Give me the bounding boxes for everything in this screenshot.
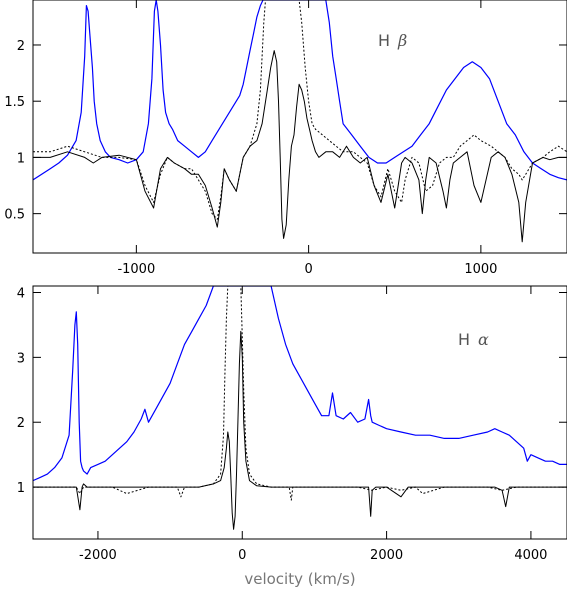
series-line-blue bbox=[33, 0, 567, 181]
y-tick-label: 0.5 bbox=[4, 208, 25, 223]
y-tick-label: 4 bbox=[17, 286, 25, 301]
series-line-black bbox=[33, 50, 567, 243]
series-line-blue bbox=[33, 286, 567, 482]
series-line-black bbox=[33, 330, 567, 530]
y-tick-label: 1.5 bbox=[4, 95, 25, 110]
plot-frame bbox=[32, 0, 567, 254]
x-tick-label: 2000 bbox=[370, 548, 403, 563]
x-tick-label: 1000 bbox=[464, 262, 497, 277]
y-tick-label: 2 bbox=[17, 416, 25, 431]
x-tick-label: 4000 bbox=[514, 548, 547, 563]
y-tick-label: 2 bbox=[17, 39, 25, 54]
h-alpha-panel: -2000 0 2000 4000 1 2 3 4 H α bbox=[17, 285, 567, 563]
series-line-dotted bbox=[33, 0, 567, 220]
y-tick-label: 3 bbox=[17, 351, 25, 366]
x-tick-label: -2000 bbox=[79, 548, 117, 563]
x-tick-label: -1000 bbox=[117, 262, 155, 277]
y-tick-label: 1 bbox=[17, 151, 25, 166]
plot-frame bbox=[32, 285, 567, 540]
series-line-dotted bbox=[33, 286, 567, 501]
y-tick-label: 1 bbox=[17, 481, 25, 496]
x-tick-label: 0 bbox=[304, 262, 312, 277]
x-tick-label: 0 bbox=[238, 548, 246, 563]
x-axis-title: velocity (km/s) bbox=[244, 570, 355, 588]
